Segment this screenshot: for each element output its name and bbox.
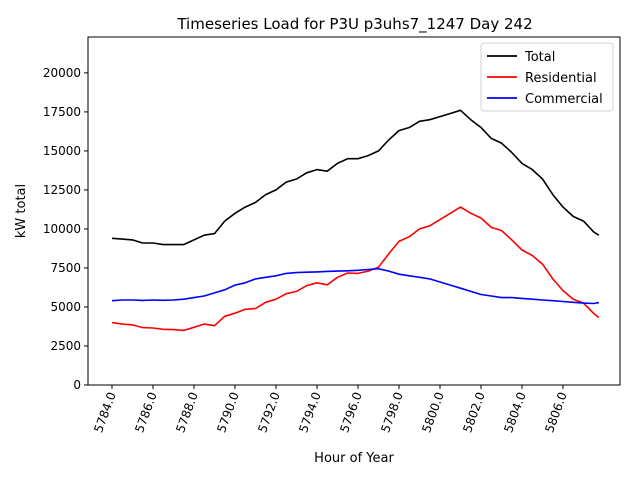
y-axis: 0 2500 5000 7500 10000 12500 15000 17500 20000 xyxy=(43,66,88,392)
x-axis-label: Hour of Year xyxy=(314,451,394,466)
x-tick-label: 5798.0 xyxy=(378,390,406,434)
x-tick-label: 5786.0 xyxy=(132,390,160,434)
y-tick-label: 5000 xyxy=(50,300,81,314)
x-tick-label: 5802.0 xyxy=(460,390,488,434)
legend: Total Residential Commercial xyxy=(480,42,614,112)
x-tick-label: 5788.0 xyxy=(173,390,201,434)
y-tick-label: 20000 xyxy=(43,66,81,80)
x-tick-label: 5796.0 xyxy=(337,390,365,434)
x-tick-label: 5804.0 xyxy=(501,390,529,434)
x-tick-label: 5790.0 xyxy=(214,390,242,434)
x-axis: 5784.0 5786.0 5788.0 5790.0 5792.0 5794.0 5796… xyxy=(91,385,570,434)
x-tick-label: 5784.0 xyxy=(91,390,119,434)
y-tick-label: 7500 xyxy=(50,261,81,275)
y-tick-label: 0 xyxy=(73,378,81,392)
x-tick-label: 5792.0 xyxy=(255,390,283,434)
y-tick-label: 2500 xyxy=(50,339,81,353)
legend-label-commercial: Commercial xyxy=(525,92,603,107)
x-tick-label: 5800.0 xyxy=(419,390,447,434)
y-tick-label: 17500 xyxy=(43,105,81,119)
y-tick-label: 12500 xyxy=(43,183,81,197)
x-tick-label: 5806.0 xyxy=(542,390,570,434)
legend-label-total: Total xyxy=(524,50,555,65)
x-tick-label: 5794.0 xyxy=(296,390,324,434)
legend-label-residential: Residential xyxy=(525,71,597,86)
series-lines xyxy=(111,109,600,332)
chart-title: Timeseries Load for P3U p3uhs7_1247 Day … xyxy=(176,15,532,34)
legend-box xyxy=(480,42,614,112)
y-tick-label: 15000 xyxy=(43,144,81,158)
series-line-residential xyxy=(111,206,600,332)
series-line-total xyxy=(111,109,600,246)
series-line-commercial xyxy=(111,267,600,305)
y-tick-label: 10000 xyxy=(43,222,81,236)
y-axis-label: kW total xyxy=(14,184,29,238)
